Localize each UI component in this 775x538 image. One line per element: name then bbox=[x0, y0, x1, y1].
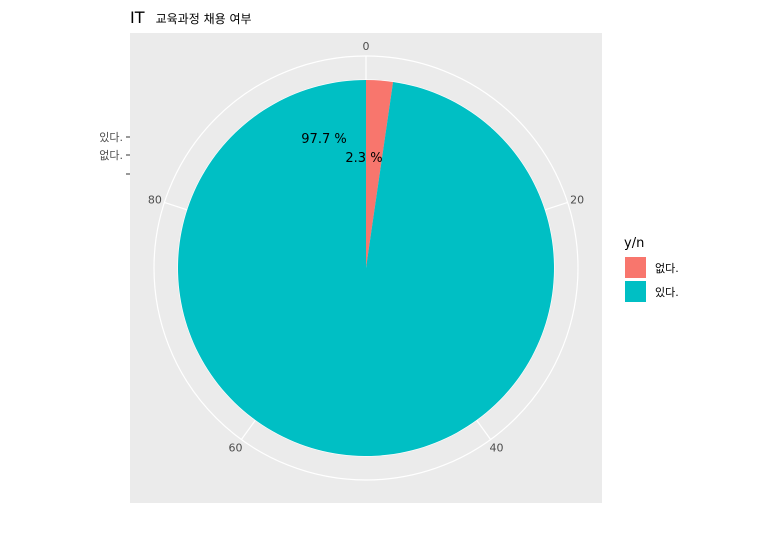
angular-tick-label-4: 80 bbox=[148, 193, 162, 206]
data-label-0: 2.3 % bbox=[345, 151, 382, 166]
legend: y/n 없다. 있다. bbox=[624, 236, 679, 302]
data-label-1: 97.7 % bbox=[301, 132, 346, 147]
chart-subtitle: 교육과정 채용 여부 bbox=[156, 12, 252, 26]
legend-key-0 bbox=[625, 257, 646, 278]
angular-tick-label-1: 20 bbox=[570, 193, 584, 206]
chart-title-main: IT bbox=[130, 8, 145, 27]
angular-axis-ticks: 0 20 40 60 80 bbox=[148, 40, 584, 455]
legend-label-1: 있다. bbox=[655, 286, 679, 299]
legend-title: y/n bbox=[624, 236, 644, 251]
legend-label-0: 없다. bbox=[655, 262, 679, 275]
legend-key-1 bbox=[625, 281, 646, 302]
radial-axis-label-1: 없다. bbox=[99, 149, 123, 162]
pie-slice-1 bbox=[177, 80, 554, 456]
angular-tick-label-0: 0 bbox=[363, 40, 370, 53]
pie-slices bbox=[177, 80, 554, 456]
radial-axis-label-0: 있다. bbox=[99, 131, 123, 144]
angular-tick-label-3: 60 bbox=[229, 442, 243, 455]
radial-axis-labels: 있다. 없다. bbox=[99, 131, 130, 175]
pie-slice-0 bbox=[366, 80, 394, 268]
data-labels: 2.3 % 97.7 % bbox=[301, 132, 382, 166]
angular-tick-label-2: 40 bbox=[489, 442, 503, 455]
chart-title: IT 교육과정 채용 여부 bbox=[130, 8, 252, 27]
